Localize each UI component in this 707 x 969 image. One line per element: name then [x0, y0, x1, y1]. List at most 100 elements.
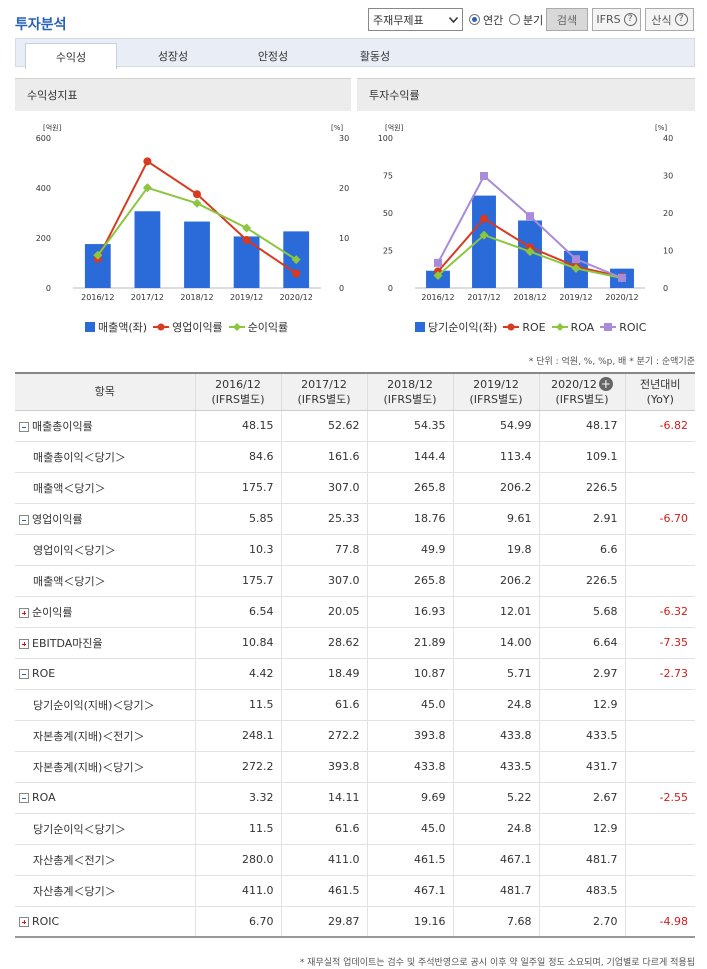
- help-icon: ?: [674, 13, 688, 26]
- legend-circle-line-icon: [153, 323, 170, 331]
- legend-item: 순이익률: [228, 319, 288, 335]
- right-tick-label: 30: [339, 134, 349, 143]
- collapse-icon[interactable]: [19, 669, 29, 679]
- yoy-cell: [624, 844, 695, 876]
- table-row: EBITDA마진율 10.84 28.62 21.89 14.00 6.64 -7.35: [15, 627, 695, 659]
- point: [292, 269, 301, 278]
- panel-title-investment: 투자수익률: [357, 78, 695, 111]
- value-cell: 45.0: [366, 813, 453, 845]
- collapse-icon[interactable]: [19, 514, 29, 525]
- left-tick-label: 75: [383, 172, 393, 181]
- table-row: 매출액＜당기＞ 175.7 307.0 265.8 206.2 226.5: [15, 472, 695, 504]
- tab-activity[interactable]: 활동성: [359, 49, 391, 63]
- bar: [84, 244, 111, 288]
- value-cell: 431.7: [538, 751, 625, 783]
- value-cell: 54.35: [366, 410, 453, 442]
- value-cell: 7.68: [452, 906, 539, 938]
- point: [618, 273, 626, 282]
- value-cell: 9.61: [452, 503, 539, 535]
- row-label-cell: 당기순이익(지배)＜당기＞: [15, 689, 195, 721]
- row-label: 매출액＜당기＞: [33, 574, 106, 588]
- value-cell: 2.70: [538, 906, 625, 938]
- column-header-main: 2019/12: [473, 377, 519, 391]
- value-cell: 21.89: [366, 627, 453, 659]
- ifrs-button[interactable]: IFRS ?: [592, 8, 641, 31]
- expand-icon[interactable]: [19, 607, 29, 618]
- row-label: ROIC: [32, 914, 60, 928]
- x-tick-label: 2016/12: [81, 293, 114, 302]
- point: [480, 214, 488, 223]
- tab-profitability[interactable]: 수익성: [25, 43, 117, 69]
- bar: [233, 236, 260, 288]
- row-label: 매출총이익＜당기＞: [33, 450, 126, 464]
- value-cell: 393.8: [366, 720, 453, 752]
- expand-plus-icon[interactable]: +: [598, 376, 613, 391]
- row-label-cell: 당기순이익＜당기＞: [15, 813, 195, 845]
- yoy-cell: -7.35: [624, 627, 695, 659]
- column-header-sub: (IFRS별도): [211, 392, 265, 406]
- column-header-sub: (IFRS별도): [555, 392, 609, 406]
- tab-stability[interactable]: 안정성: [257, 49, 289, 63]
- column-header-sub: (YoY): [646, 392, 674, 406]
- value-cell: 48.15: [194, 410, 281, 442]
- legend-label: ROA: [570, 320, 595, 334]
- yoy-cell: -4.98: [624, 906, 695, 938]
- formula-button[interactable]: 산식 ?: [645, 8, 694, 31]
- radio-quarter[interactable]: 분기: [509, 8, 543, 31]
- yoy-cell: -6.70: [624, 503, 695, 535]
- search-button[interactable]: 검색: [546, 8, 588, 31]
- tab-growth[interactable]: 성장성: [157, 49, 189, 63]
- footnote: * 재무실적 업데이트는 검수 및 주석반영으로 공시 이후 약 일주일 정도 …: [299, 958, 695, 968]
- value-cell: 24.8: [452, 689, 539, 721]
- left-tick-label: 200: [36, 234, 51, 243]
- row-label: 자본총계(지배)＜전기＞: [33, 729, 145, 743]
- value-cell: 411.0: [280, 844, 367, 876]
- point: [93, 250, 103, 260]
- row-label: 자본총계(지배)＜당기＞: [33, 760, 145, 774]
- statement-select[interactable]: 주재무제표: [368, 8, 463, 31]
- radio-annual-circle[interactable]: [469, 14, 480, 25]
- left-tick-label: 25: [383, 247, 393, 256]
- page-title: 투자분석: [15, 17, 67, 33]
- panel-title-profitability: 수익성지표: [15, 78, 351, 111]
- value-cell: 19.16: [366, 906, 453, 938]
- row-label: ROA: [32, 791, 56, 804]
- expand-icon[interactable]: [19, 916, 29, 927]
- value-cell: 433.5: [452, 751, 539, 783]
- row-label: 자산총계＜전기＞: [33, 853, 116, 867]
- value-cell: 411.0: [194, 875, 281, 907]
- x-tick-label: 2020/12: [605, 293, 638, 302]
- point: [433, 271, 443, 281]
- unit-note: * 단위 : 억원, %, %p, 배 * 분기 : 순액기준: [528, 357, 695, 367]
- value-cell: 4.42: [194, 658, 281, 690]
- value-cell: 481.7: [538, 844, 625, 876]
- value-cell: 6.54: [194, 596, 281, 628]
- point: [434, 258, 442, 267]
- yoy-cell: -6.32: [624, 596, 695, 628]
- legend-item: 당기순이익(좌): [415, 319, 497, 335]
- expand-icon[interactable]: [19, 638, 29, 649]
- yoy-cell: [624, 813, 695, 845]
- row-label-cell: 자산총계＜전기＞: [15, 844, 195, 876]
- value-cell: 307.0: [280, 472, 367, 504]
- collapse-icon[interactable]: [19, 793, 29, 803]
- row-label-cell: 자산총계＜당기＞: [15, 875, 195, 907]
- x-tick-label: 2020/12: [280, 293, 313, 302]
- profitability-chart: [억원] [%] 600 400 200 0 30 20 10 0 2016/12 2017/12 20…: [36, 123, 349, 302]
- point: [143, 157, 152, 166]
- radio-quarter-circle[interactable]: [509, 14, 520, 25]
- collapse-icon[interactable]: [19, 421, 29, 432]
- profitability-legend: 매출액(좌) 영업이익률 순이익률: [85, 318, 288, 336]
- radio-annual[interactable]: 연간: [469, 8, 503, 31]
- point: [242, 235, 251, 244]
- value-cell: 14.00: [452, 627, 539, 659]
- point: [242, 223, 252, 233]
- point: [526, 212, 534, 221]
- value-cell: 12.9: [538, 689, 625, 721]
- value-cell: 461.5: [280, 875, 367, 907]
- value-cell: 393.8: [280, 751, 367, 783]
- legend-label: ROIC: [619, 320, 647, 334]
- row-label-cell: 매출액＜당기＞: [15, 472, 195, 504]
- row-label-cell: 매출총이익률: [15, 410, 195, 442]
- left-tick-label: 600: [36, 134, 51, 143]
